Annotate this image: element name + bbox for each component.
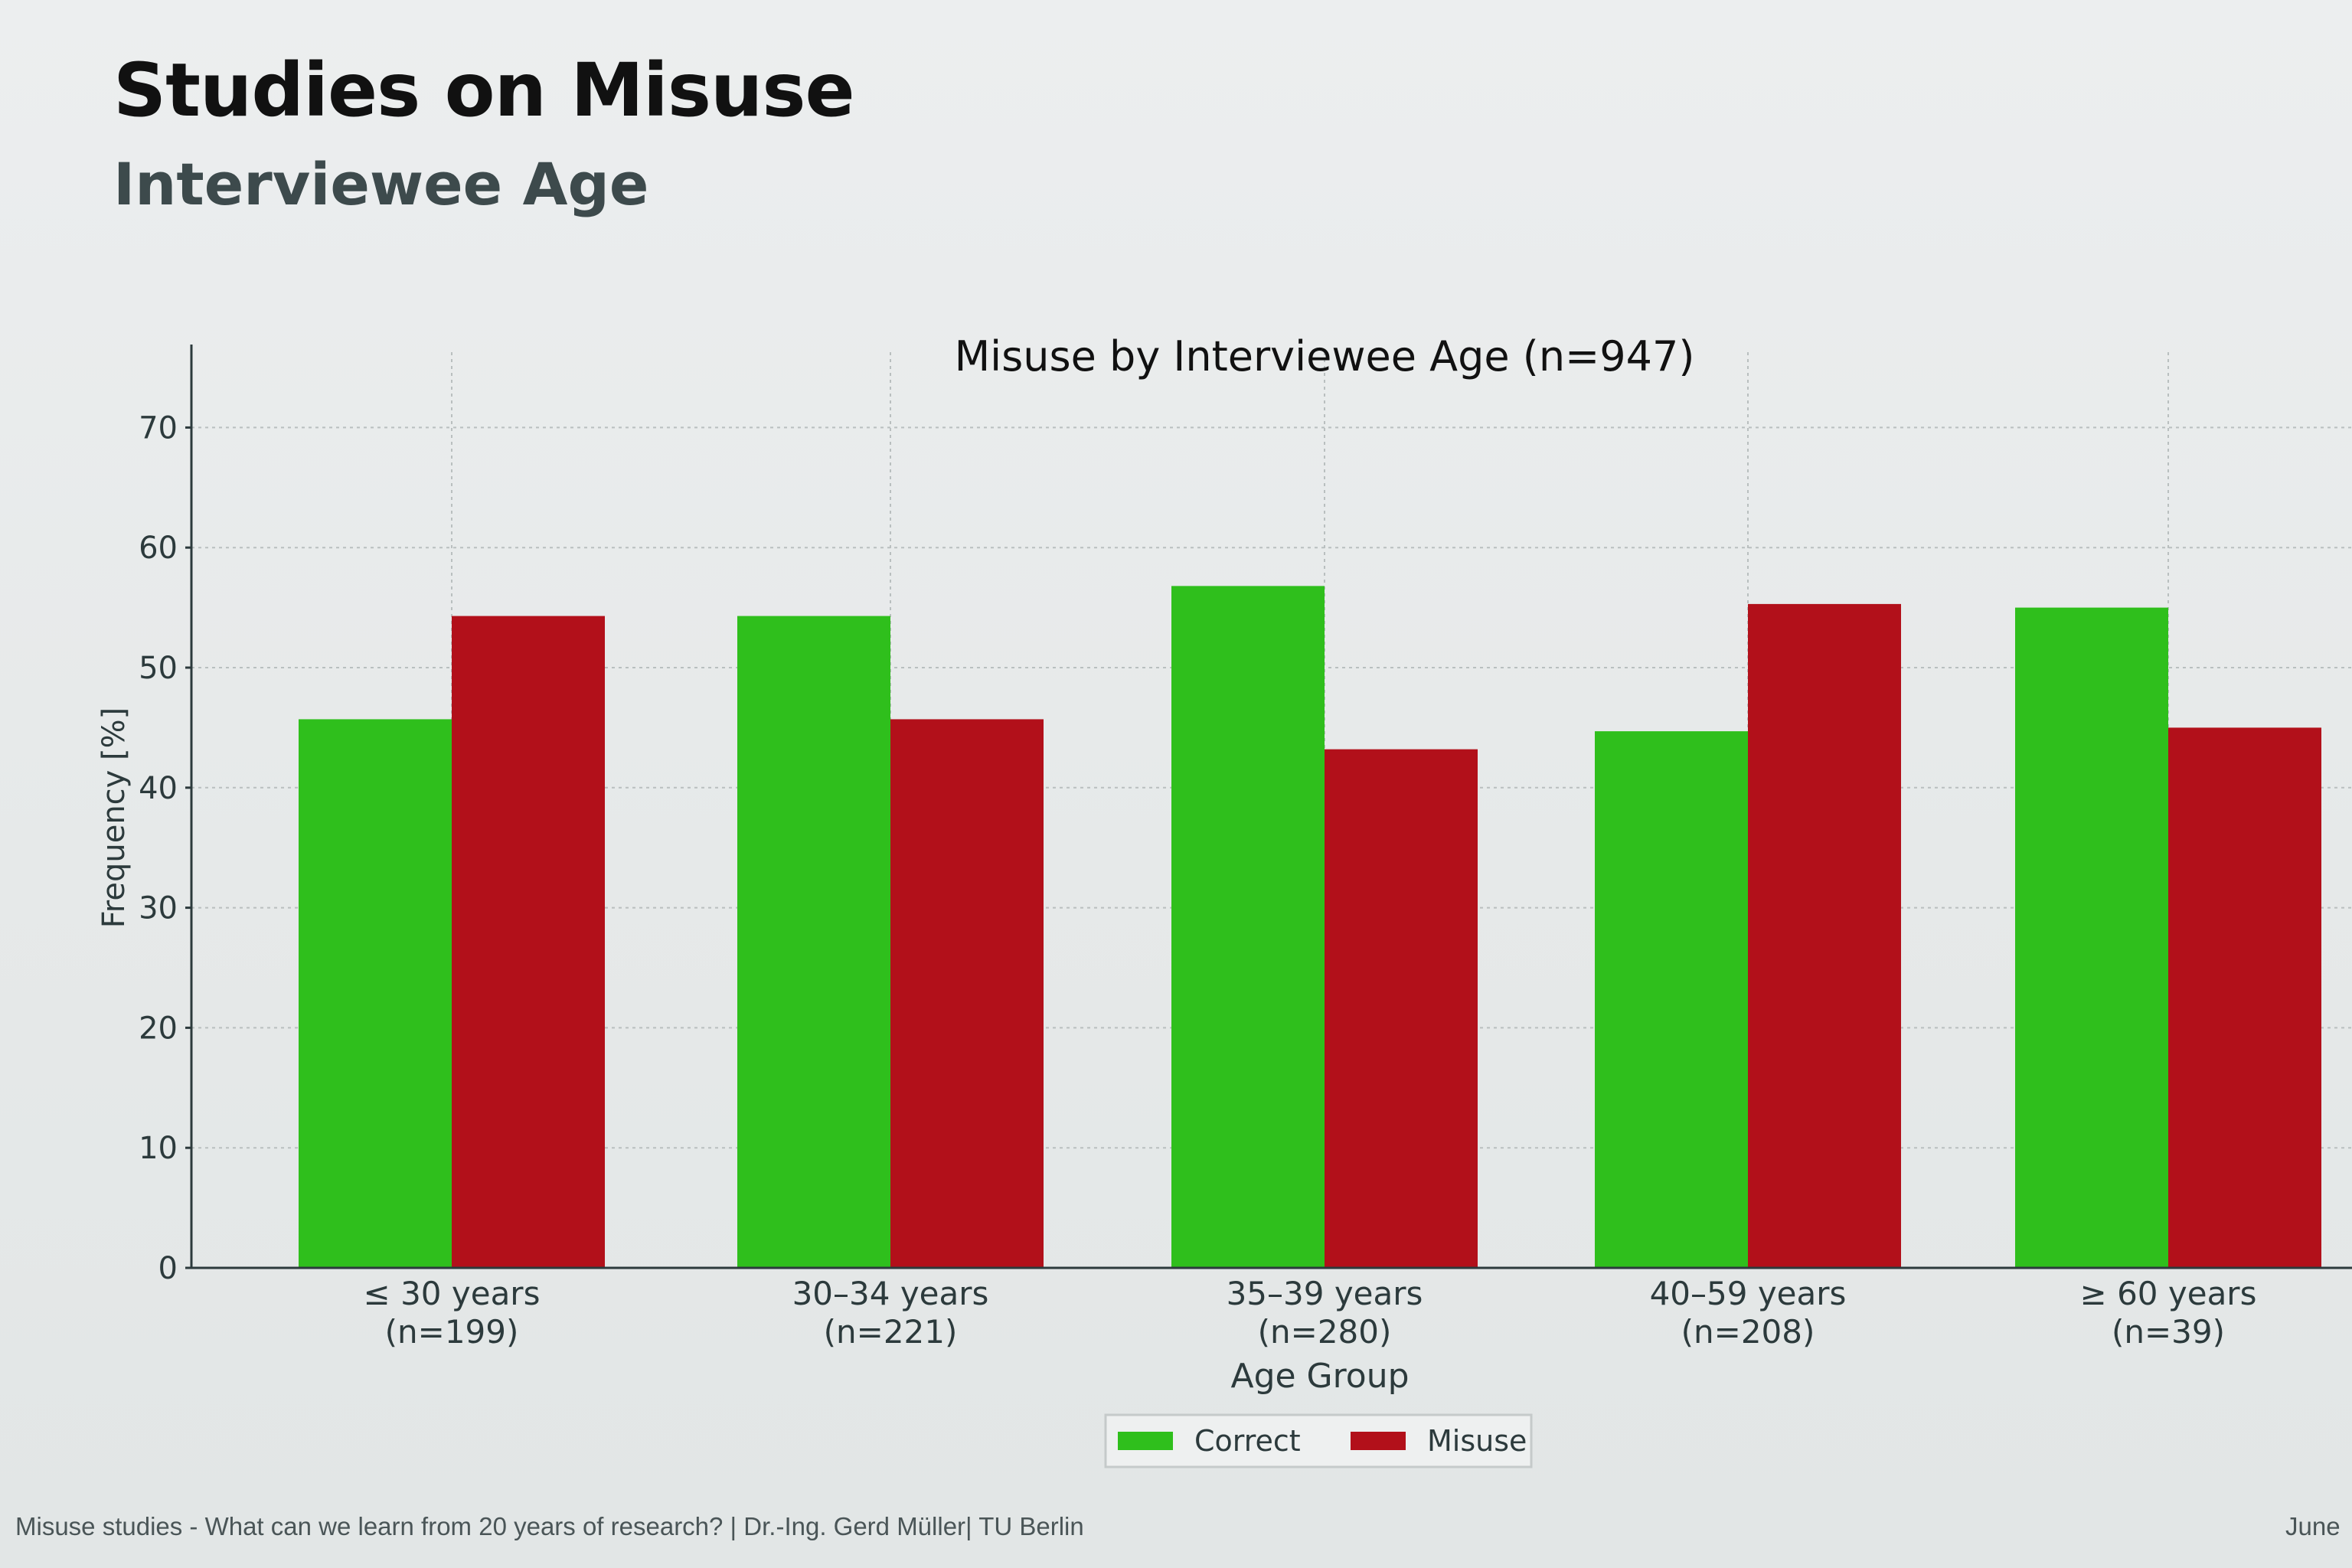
bar-misuse [2168, 727, 2321, 1268]
y-tick-label: 10 [139, 1131, 178, 1166]
legend-swatch-correct [1118, 1432, 1173, 1450]
legend-label-correct: Correct [1194, 1424, 1301, 1458]
x-tick-label: ≥ 60 years (n=39) [2080, 1275, 2257, 1351]
y-tick-label: 70 [139, 410, 178, 446]
bar-correct [1595, 731, 1748, 1268]
legend-label-misuse: Misuse [1427, 1424, 1527, 1458]
bar-misuse [452, 616, 605, 1268]
slide-subtitle: Interviewee Age [113, 150, 649, 218]
x-tick-label: 40–59 years (n=208) [1650, 1275, 1847, 1351]
bar-correct [737, 616, 890, 1268]
y-axis-label: Frequency [%] [96, 707, 132, 929]
x-axis-label: Age Group [1230, 1357, 1409, 1396]
footer-date: June [2285, 1512, 2341, 1540]
bar-correct [1171, 586, 1325, 1268]
bar-correct [299, 719, 452, 1268]
bar-misuse [1325, 749, 1478, 1268]
legend-swatch-misuse [1351, 1432, 1406, 1450]
y-tick-label: 40 [139, 771, 178, 806]
bar-correct [2015, 607, 2168, 1268]
x-tick-label: 35–39 years (n=280) [1227, 1275, 1423, 1351]
chart-title: Misuse by Interviewee Age (n=947) [955, 332, 1695, 381]
footer-text: Misuse studies - What can we learn from … [15, 1512, 1084, 1540]
slide-title: Studies on Misuse [113, 47, 855, 133]
y-tick-label: 50 [139, 651, 178, 686]
y-tick-label: 60 [139, 531, 178, 566]
y-tick-label: 20 [139, 1011, 178, 1046]
y-tick-label: 30 [139, 891, 178, 926]
y-tick-label: 0 [158, 1251, 178, 1286]
x-tick-label: ≤ 30 years (n=199) [364, 1275, 541, 1351]
bar-misuse [1748, 603, 1901, 1268]
legend-box [1104, 1413, 1533, 1468]
x-tick-label: 30–34 years (n=221) [792, 1275, 989, 1351]
bar-misuse [890, 719, 1044, 1268]
